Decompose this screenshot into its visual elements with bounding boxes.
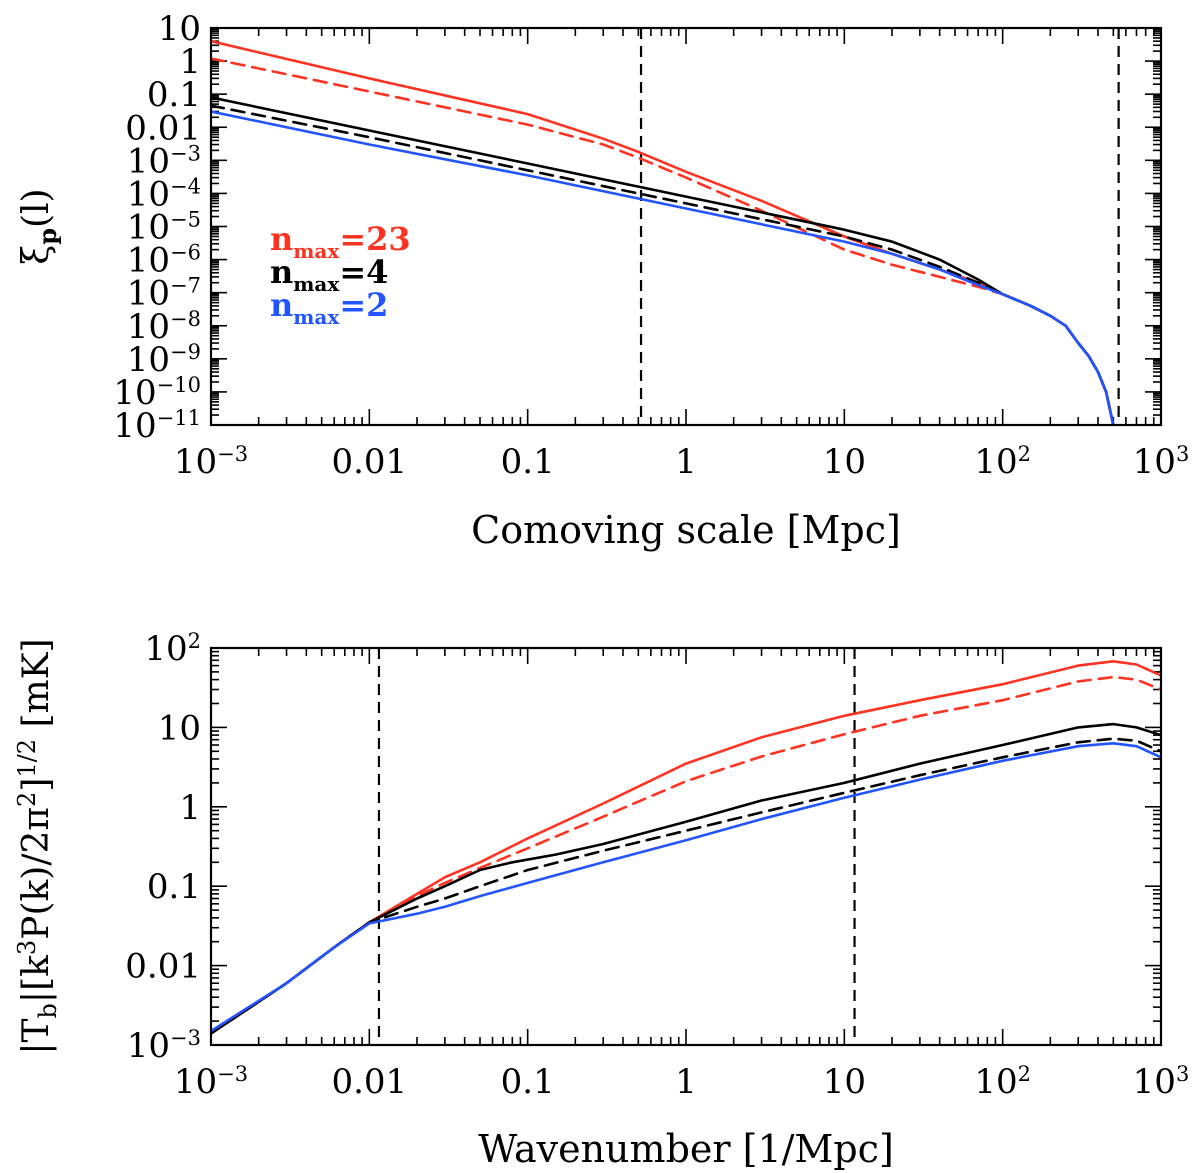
legend-entry: nmax=23 (270, 220, 411, 263)
y-tick-label: 0.01 (125, 108, 201, 148)
x-axis-label: Comoving scale [Mpc] (471, 508, 901, 552)
y-tick-label: 1 (179, 42, 201, 82)
series-line (211, 722, 1161, 1035)
series-line (211, 737, 1161, 1035)
plot-frame (209, 646, 1163, 1047)
correlation-panel: 10−3 0.01 0.1 1 10 102 1031010.10.0110−310−410… (16, 9, 1189, 552)
y-tick-label: 10 (158, 708, 201, 748)
y-tick-label: 1 (179, 788, 201, 828)
y-tick-label: 0.1 (147, 867, 201, 907)
series-group (211, 659, 1161, 1035)
y-tick-label: 10−3 (127, 141, 201, 181)
x-tick-label: 10 (823, 442, 866, 482)
y-tick-label: 10−6 (127, 241, 201, 281)
x-tick-label: 103 (1133, 1062, 1190, 1102)
series-line (211, 741, 1161, 1033)
x-tick-label: 0.01 (331, 442, 407, 482)
x-tick-label: 1 (675, 1062, 697, 1102)
x-tick-label: 102 (974, 1062, 1031, 1102)
y-tick-label: 0.1 (147, 75, 201, 115)
y-tick-label: 10−11 (113, 406, 201, 446)
series-line (211, 659, 1161, 1035)
y-tick-label: 10−5 (127, 208, 201, 248)
power-spectrum-panel: 10−3 0.01 0.1 1 10 102 1031021010.10.0110−3Wav… (13, 629, 1189, 1171)
y-tick-label: 10−10 (113, 373, 201, 413)
series-group (211, 39, 1115, 425)
x-tick-label: 0.1 (501, 442, 555, 482)
legend-entry: nmax=2 (270, 286, 388, 329)
series-line (211, 110, 1115, 425)
y-tick-label: 0.01 (125, 947, 201, 987)
plot-frame (209, 26, 1163, 427)
y-tick-label: 10−7 (127, 274, 201, 314)
y-tick-label: 10−9 (127, 340, 201, 380)
y-axis-label: |Tb|[k3P(k)/2π2]1/2 [mK] (13, 638, 62, 1054)
y-axis-label: ξp(l) (16, 188, 62, 264)
x-tick-label: 0.01 (331, 1062, 407, 1102)
axis-ticks (210, 648, 1161, 1046)
x-tick-label: 10 (823, 1062, 866, 1102)
y-tick-label: 10−3 (127, 1026, 201, 1066)
x-axis-label: Wavenumber [1/Mpc] (478, 1127, 894, 1171)
x-tick-label: 0.1 (501, 1062, 555, 1102)
x-tick-label: 10−3 (174, 1062, 248, 1102)
y-tick-label: 10−8 (127, 307, 201, 347)
y-tick-label: 10−4 (127, 174, 201, 214)
y-tick-label: 10 (158, 9, 201, 49)
series-line (211, 675, 1161, 1035)
legend-entry: nmax=4 (270, 253, 388, 296)
x-tick-label: 103 (1133, 442, 1190, 482)
x-tick-label: 1 (675, 442, 697, 482)
x-tick-label: 10−3 (174, 442, 248, 482)
x-tick-label: 102 (974, 442, 1031, 482)
y-tick-label: 102 (144, 629, 201, 669)
axis-ticks (210, 28, 1161, 426)
